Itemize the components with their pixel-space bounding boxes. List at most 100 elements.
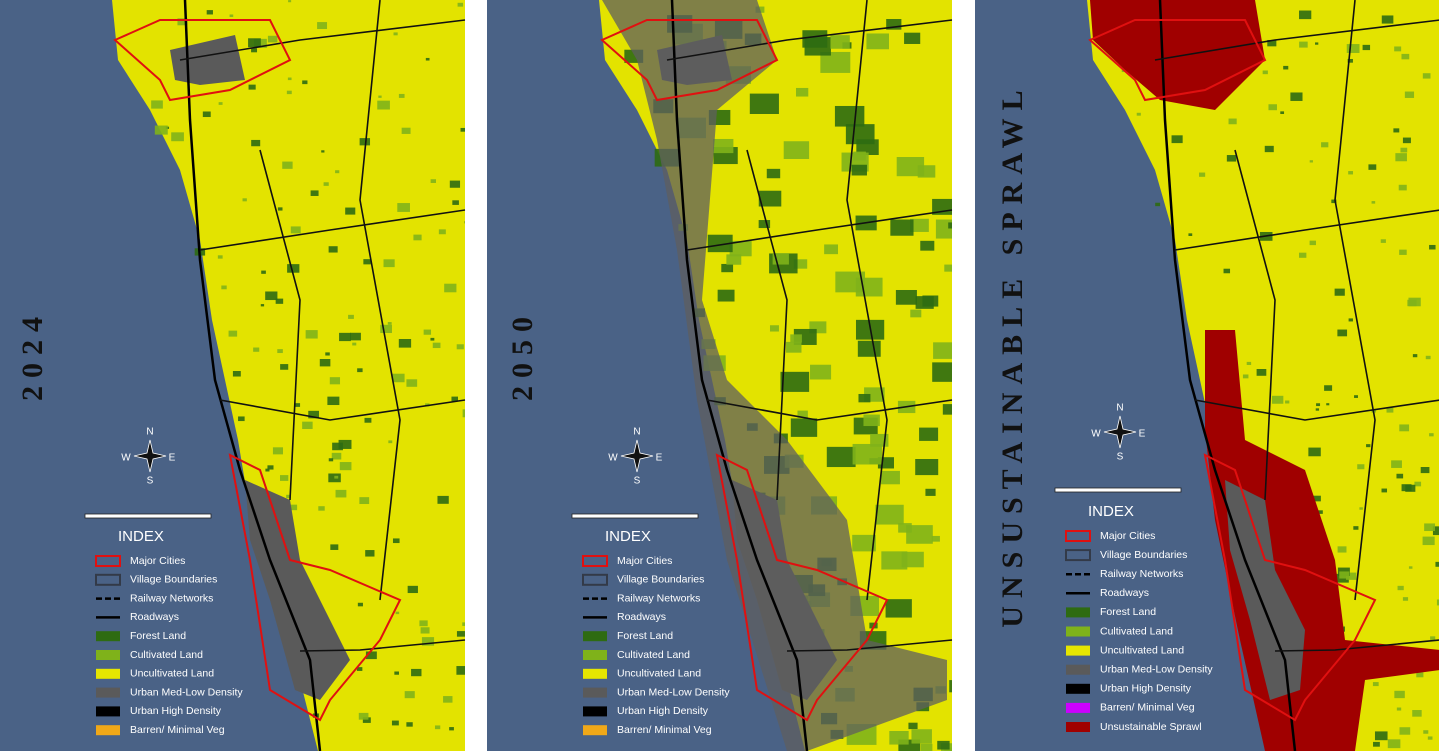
land-patch (1366, 444, 1371, 448)
compass-label: S (1117, 452, 1124, 463)
land-patch (1268, 104, 1277, 111)
land-patch (919, 427, 939, 441)
land-patch (758, 220, 771, 229)
land-patch (795, 87, 809, 97)
land-patch (783, 141, 810, 160)
road (706, 399, 953, 421)
land-patch (420, 627, 430, 634)
legend-label: Village Boundaries (617, 574, 704, 586)
land-patch (949, 680, 952, 693)
legend-swatch (1066, 722, 1090, 732)
road (1154, 19, 1439, 61)
land-patch (835, 271, 866, 293)
land-patch (1353, 526, 1359, 530)
land-patch (462, 622, 465, 626)
land-patch (772, 253, 789, 265)
land-patch (1399, 249, 1407, 255)
legend-label: Urban Med-Low Density (617, 686, 730, 698)
land-patch (852, 534, 876, 552)
land-patch (432, 342, 441, 349)
major-city (1203, 453, 1377, 722)
legend-swatch (583, 631, 607, 642)
legend-swatch (583, 725, 607, 736)
land-patch (397, 203, 410, 212)
land-patch (1359, 507, 1363, 510)
land-patch (1337, 329, 1348, 337)
land-patch (406, 722, 413, 727)
legend-swatch (583, 687, 607, 698)
compass-label: E (1139, 429, 1146, 440)
land-patch (1315, 42, 1319, 45)
land-patch (151, 100, 163, 109)
land-patch (1391, 460, 1402, 468)
land-patch (834, 105, 865, 127)
compass-rose (620, 439, 654, 473)
land-patch (935, 219, 952, 239)
land-patch (456, 631, 465, 637)
urban-area (602, 0, 947, 751)
land-patch (1312, 495, 1321, 502)
land-patch (218, 102, 223, 105)
land-patch (830, 35, 850, 49)
land-patch (857, 340, 881, 357)
land-patch (359, 497, 370, 505)
land-patch (1331, 199, 1337, 204)
compass-label: W (608, 453, 618, 464)
land-patch (1424, 523, 1436, 532)
land-patch (317, 22, 328, 30)
land-patch (287, 264, 300, 273)
road (846, 0, 888, 601)
land-patch (726, 254, 742, 265)
land-patch (1321, 142, 1329, 148)
land-patch (388, 440, 393, 444)
land-patch (898, 739, 921, 751)
legend-label: Cultivated Land (617, 649, 690, 661)
legend-swatch (582, 573, 608, 586)
road (299, 639, 466, 652)
land-patch (853, 151, 866, 161)
land-patch (345, 207, 356, 215)
land-patch (327, 396, 340, 406)
land-patch (364, 417, 372, 423)
land-patch (1398, 184, 1407, 191)
land-patch (265, 291, 278, 301)
land-patch (452, 200, 459, 205)
land-patch (1404, 91, 1415, 98)
land-patch (251, 48, 258, 53)
land-patch (359, 138, 371, 146)
land-patch (852, 443, 882, 465)
land-patch (365, 651, 377, 660)
land-patch (1422, 536, 1435, 546)
panel-title: 2050 (506, 309, 539, 401)
road (786, 639, 953, 652)
road (199, 209, 466, 251)
legend-label: Barren/ Minimal Veg (130, 724, 225, 736)
land-patch (411, 668, 422, 677)
major-city (600, 19, 779, 102)
land-patch (294, 403, 301, 407)
land-patch (438, 229, 446, 235)
land-patch (797, 410, 808, 418)
land-patch (866, 33, 889, 50)
land-patch (302, 421, 313, 430)
land-patch (931, 535, 940, 542)
legend-swatch (1065, 549, 1091, 562)
land-patch (404, 691, 415, 699)
land-patch (460, 127, 465, 132)
land-patch (1299, 41, 1308, 48)
land-patch (1264, 145, 1274, 153)
legend-label: Urban High Density (1100, 683, 1192, 695)
land-patch (1354, 395, 1358, 398)
land-patch (1401, 53, 1410, 60)
legend-swatch (583, 650, 607, 660)
land-patch (1357, 464, 1365, 470)
land-patch (904, 32, 921, 44)
land-patch (272, 447, 283, 455)
legend-label: Uncultivated Land (130, 668, 214, 680)
railway (670, 0, 809, 751)
land-patch (171, 132, 184, 142)
land-patch (395, 611, 400, 615)
legend-label: Cultivated Land (1100, 625, 1173, 637)
compass-rose (133, 439, 167, 473)
land-patch (217, 255, 223, 259)
